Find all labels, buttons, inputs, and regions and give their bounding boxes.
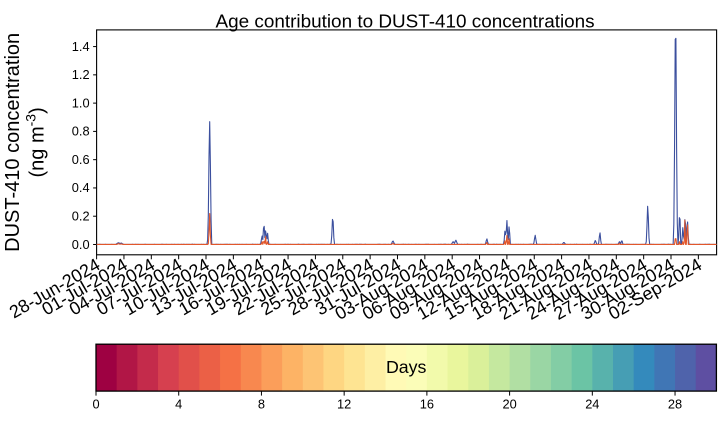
- svg-text:Age contribution to DUST-410 c: Age contribution to DUST-410 concentrati…: [216, 11, 595, 32]
- svg-text:0.8: 0.8: [72, 124, 90, 139]
- svg-text:20: 20: [502, 397, 516, 412]
- svg-text:12: 12: [337, 397, 351, 412]
- svg-text:DUST-410 concentration: DUST-410 concentration: [2, 33, 24, 252]
- svg-text:1.2: 1.2: [72, 67, 90, 82]
- svg-text:1.0: 1.0: [72, 95, 90, 110]
- svg-text:8: 8: [258, 397, 265, 412]
- svg-text:0.4: 0.4: [72, 180, 90, 195]
- svg-text:Days: Days: [386, 357, 427, 377]
- svg-text:16: 16: [420, 397, 434, 412]
- svg-text:24: 24: [585, 397, 599, 412]
- svg-text:4: 4: [175, 397, 182, 412]
- svg-text:0.6: 0.6: [72, 152, 90, 167]
- svg-text:1.4: 1.4: [72, 39, 90, 54]
- svg-text:0.0: 0.0: [72, 237, 90, 252]
- svg-text:28: 28: [668, 397, 682, 412]
- svg-text:0: 0: [92, 397, 99, 412]
- svg-text:0.2: 0.2: [72, 209, 90, 224]
